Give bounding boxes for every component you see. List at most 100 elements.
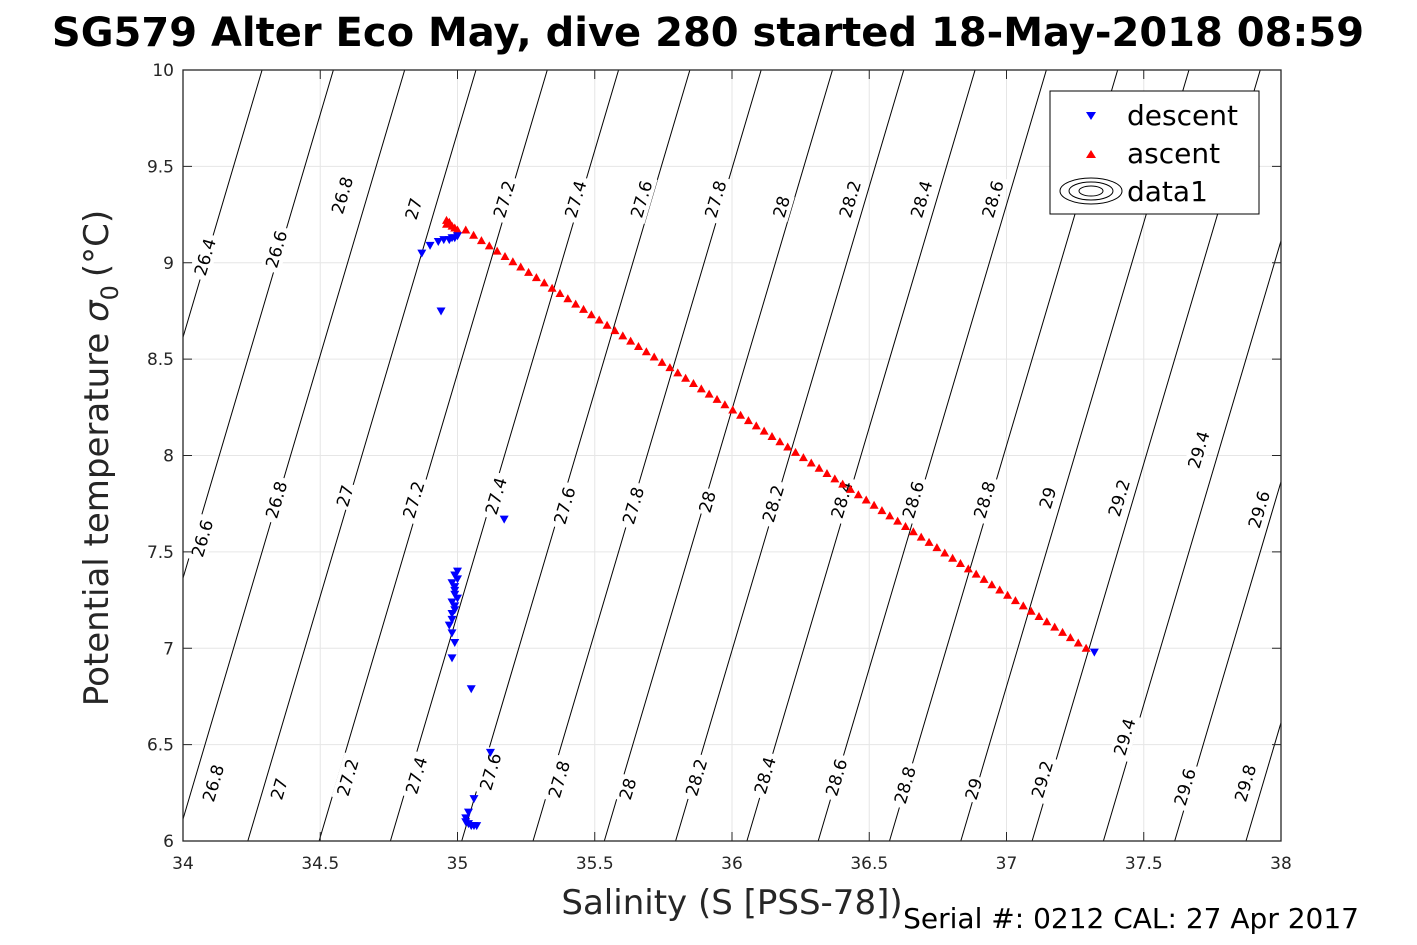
ascent-marker <box>861 495 871 504</box>
contour-label-gap <box>976 174 1009 225</box>
descent-marker <box>447 654 457 663</box>
descent-marker <box>453 594 462 603</box>
ascent-marker <box>476 236 486 245</box>
contour-label-gap <box>905 174 938 225</box>
contour-label-group: 29.2 <box>1102 473 1136 523</box>
contour-label-group: 27.4 <box>479 471 513 521</box>
contour-label: 27.6 <box>627 178 657 220</box>
contour-label-gap <box>260 474 293 525</box>
contour-label: 27.8 <box>619 485 649 527</box>
y-axis-label-text: Potential temperature <box>77 333 117 706</box>
ascent-marker <box>1073 638 1083 647</box>
x-tick-label: 34 <box>172 854 194 874</box>
contour-line <box>817 70 1047 841</box>
ascent-marker <box>995 585 1005 594</box>
contour-label-group: 27.4 <box>400 750 433 801</box>
ascent-marker <box>798 453 808 462</box>
descent-marker <box>450 638 460 647</box>
descent-marker <box>499 515 509 524</box>
contour-line <box>746 70 976 841</box>
ascent-marker <box>461 225 471 234</box>
contour-label-gap <box>1102 473 1136 523</box>
ascent-marker <box>940 548 950 557</box>
ascent-marker <box>948 553 958 562</box>
descent-marker <box>463 808 473 817</box>
y-tick-label: 9.5 <box>147 157 174 177</box>
descent-marker <box>466 685 476 694</box>
x-tick-label: 38 <box>1270 854 1292 874</box>
ascent-marker <box>916 532 926 541</box>
ascent-marker <box>932 543 942 552</box>
ascent-marker <box>1034 611 1044 620</box>
contour-label-group: 27.4 <box>559 174 592 225</box>
contour-label-group: 27.8 <box>617 480 650 531</box>
legend-data1-label: data1 <box>1127 175 1208 208</box>
contour-label-gap <box>331 480 359 512</box>
contour-label-gap <box>833 174 867 225</box>
descent-marker <box>444 621 454 630</box>
ascent-marker <box>743 416 753 425</box>
ascent-marker <box>877 506 887 515</box>
contour-label-gap <box>768 191 795 223</box>
ascent-marker <box>469 230 479 239</box>
contour-label-gap <box>897 474 930 525</box>
contour-label-gap <box>748 750 782 801</box>
descent-marker <box>1089 648 1099 657</box>
contour-label-gap <box>1108 712 1141 762</box>
contour-label-group: 26.6 <box>186 513 219 564</box>
ascent-marker <box>830 474 840 483</box>
contour-label-gap <box>625 174 658 225</box>
ascent-marker <box>571 299 581 308</box>
contour-label: 27.4 <box>402 755 432 797</box>
contour-label-group: 28.6 <box>820 752 853 803</box>
contour-label-group: 27.2 <box>331 752 364 803</box>
contour-label: 27.4 <box>482 475 512 517</box>
ascent-marker <box>1065 633 1075 642</box>
contour-label-gap <box>1242 484 1276 535</box>
contour-label-gap <box>186 513 219 564</box>
contour-label: 29.4 <box>1111 716 1141 758</box>
contour-line <box>1174 480 1281 841</box>
ascent-marker <box>688 379 698 388</box>
contour-label-group: 27.2 <box>488 174 521 225</box>
contour-label-group: 28 <box>768 191 795 223</box>
contour-label-gap <box>197 758 230 809</box>
ascent-marker <box>563 294 573 303</box>
contour-label-group: 27.2 <box>397 474 430 525</box>
ascent-marker <box>791 447 801 456</box>
ascent-marker <box>508 257 518 266</box>
contour-label: 28.4 <box>751 755 781 797</box>
ascent-marker <box>492 246 502 255</box>
contour-label-gap <box>326 170 359 221</box>
contour-label-gap <box>820 752 853 803</box>
ascent-marker <box>1042 617 1052 626</box>
contour-label-gap <box>968 474 1001 525</box>
ascent-marker <box>924 537 934 546</box>
footer-serial-cal: Serial #: 0212 CAL: 27 Apr 2017 <box>903 902 1359 935</box>
ascent-marker <box>806 458 816 467</box>
contour-label: 29.6 <box>1245 489 1275 531</box>
contour-label-group: 27 <box>265 773 293 805</box>
contour-label-gap <box>548 480 581 531</box>
contour-line <box>1102 239 1281 841</box>
axis-ticks: 34 34.5 35 35.5 36 36.5 37 37.5 38 6 6.5 7 7.5 8 8.5 9 9… <box>147 61 1292 874</box>
ascent-marker <box>1058 627 1068 636</box>
contour-label-gap <box>542 754 576 805</box>
descent-marker <box>447 615 457 624</box>
y-axis-label: Potential temperature σ0 (°C) <box>77 210 124 706</box>
contour-label: 29.6 <box>1171 766 1201 808</box>
contour-label: 27.2 <box>490 178 520 220</box>
ascent-marker <box>1010 596 1020 605</box>
contour-label-gap <box>694 486 721 518</box>
ascent-marker <box>579 304 589 313</box>
contour-label-group: 28 <box>694 486 721 518</box>
contour-label: 28.6 <box>822 757 852 799</box>
contour-label-group: 27.6 <box>548 480 581 531</box>
y-axis-label-subscript: 0 <box>96 285 124 300</box>
contour-label-gap <box>559 174 592 225</box>
descent-marker <box>485 748 495 757</box>
y-tick-label: 7 <box>163 639 174 659</box>
legend: descent ascent data1 <box>1049 90 1260 215</box>
y-tick-label: 10 <box>152 61 174 81</box>
